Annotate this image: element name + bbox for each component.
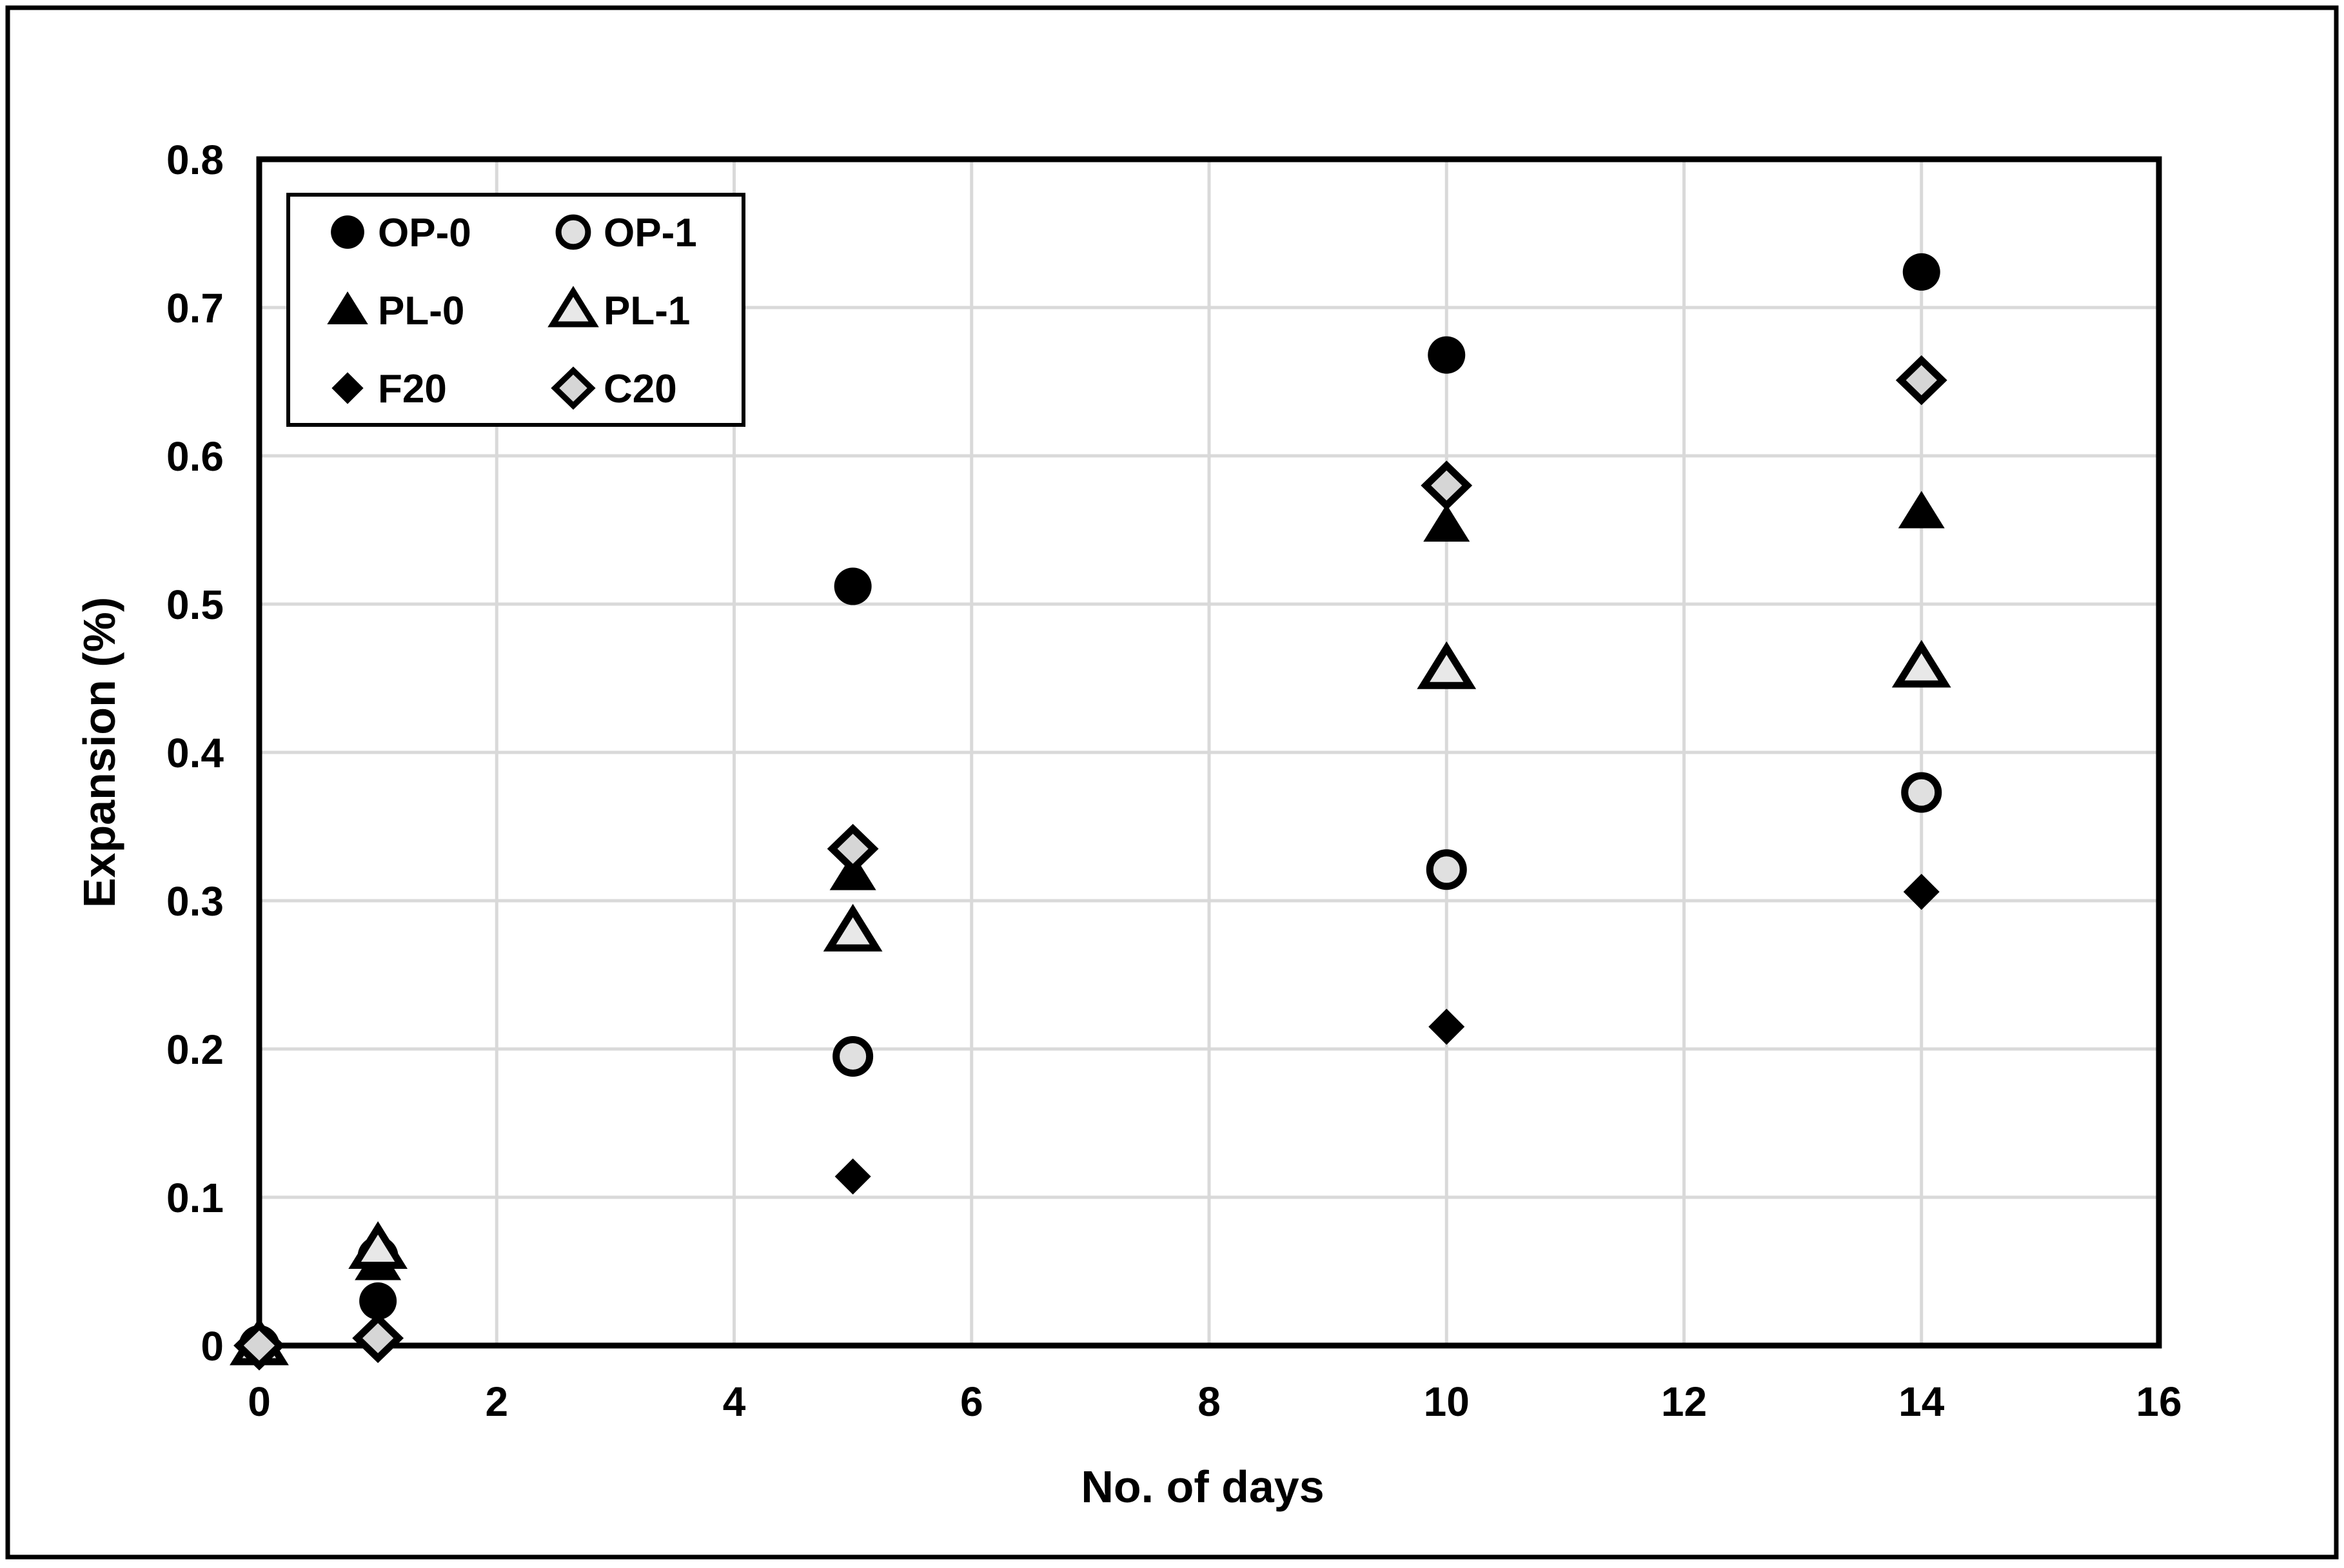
marker-C20-d10 <box>1421 460 1473 511</box>
y-axis-title: Expansion (%) <box>74 597 124 908</box>
x-tick-label: 10 <box>1424 1378 1470 1425</box>
marker-C20-d0 <box>233 1320 285 1371</box>
x-tick-label: 12 <box>1661 1378 1707 1425</box>
y-tick-label: 0.4 <box>166 730 224 776</box>
y-tick-label: 0.7 <box>166 285 224 331</box>
x-tick-label: 16 <box>2136 1378 2181 1425</box>
marker-OP-1-d10 <box>1426 849 1467 890</box>
marker-OP-0-d5 <box>834 567 872 605</box>
x-tick-label: 8 <box>1197 1378 1221 1425</box>
marker-PL-1-legend-icon <box>547 286 599 328</box>
y-tick-label: 0.2 <box>166 1026 224 1073</box>
plot-border <box>256 156 2162 1349</box>
legend-label-OP-1: OP-1 <box>604 211 697 255</box>
x-tick-label: 4 <box>723 1378 746 1425</box>
marker-OP-0-d10 <box>1428 336 1466 374</box>
marker-PL-1-d10 <box>1417 641 1477 689</box>
marker-C20-d1 <box>352 1313 404 1364</box>
figure-frame <box>5 5 2339 1560</box>
y-tick-label: 0 <box>201 1323 224 1369</box>
x-tick-label: 6 <box>960 1378 983 1425</box>
marker-F20-legend-icon <box>331 372 364 404</box>
marker-C20-d14 <box>1895 355 1947 406</box>
y-tick-label: 0.6 <box>166 433 224 480</box>
legend-label-PL-0: PL-0 <box>378 289 464 333</box>
y-tick-label: 0.1 <box>166 1175 224 1221</box>
marker-C20-legend-icon <box>551 366 596 410</box>
marker-F20-d5 <box>834 1158 871 1195</box>
marker-F20-d10 <box>1428 1008 1465 1045</box>
marker-PL-0-d10 <box>1423 504 1470 542</box>
x-axis-title: No. of days <box>1081 1462 1324 1512</box>
x-tick-label: 14 <box>1898 1378 1945 1425</box>
legend-label-C20: C20 <box>604 367 677 411</box>
y-tick-label: 0.3 <box>166 878 224 925</box>
marker-OP-0-d14 <box>1902 253 1940 291</box>
marker-PL-0-d14 <box>1898 491 1945 529</box>
x-tick-label: 2 <box>485 1378 508 1425</box>
chart-render-root: 0 0.1 0.2 0.3 0.4 0.5 0.6 0.7 0.8 0 2 4 6 8 10 12 14 16 OP… <box>5 5 2339 1560</box>
marker-PL-1-d1 <box>348 1221 408 1269</box>
legend-label-OP-0: OP-0 <box>378 211 471 255</box>
x-tick-label: 0 <box>248 1378 271 1425</box>
y-tick-label: 0.8 <box>166 137 224 183</box>
legend-label-F20: F20 <box>378 367 447 411</box>
marker-OP-0-d1 <box>359 1282 397 1320</box>
marker-F20-d14 <box>1903 874 1940 910</box>
marker-PL-0-legend-icon <box>327 291 368 324</box>
y-tick-label: 0.5 <box>166 582 224 628</box>
marker-OP-0-legend-icon <box>331 215 364 249</box>
marker-PL-1-d5 <box>823 903 883 952</box>
marker-OP-1-d5 <box>832 1036 874 1077</box>
marker-OP-1-d14 <box>1901 772 1942 813</box>
legend-label-PL-1: PL-1 <box>604 289 690 333</box>
marker-PL-1-d14 <box>1891 640 1951 688</box>
marker-C20-d5 <box>827 823 879 874</box>
marker-OP-1-legend-icon <box>555 214 591 250</box>
